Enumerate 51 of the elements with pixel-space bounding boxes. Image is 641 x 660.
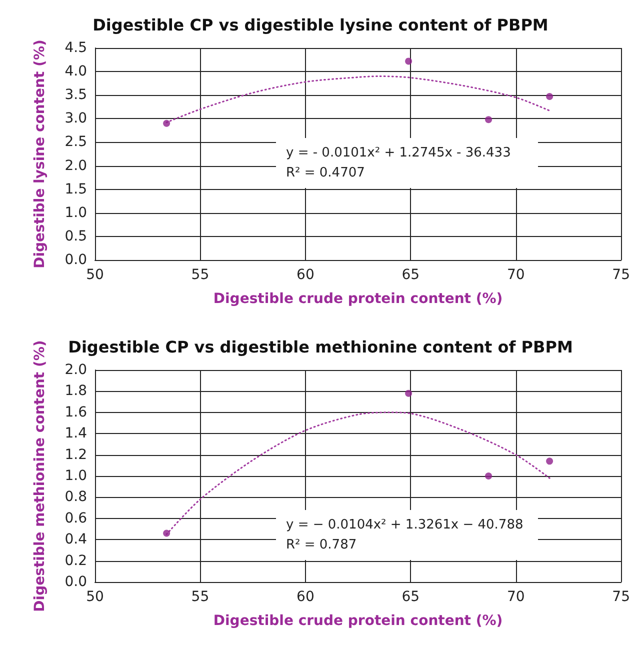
point bbox=[485, 116, 492, 124]
text: 4.0 bbox=[64, 64, 87, 80]
point bbox=[405, 390, 412, 397]
y-tick-label: 3.5 bbox=[64, 87, 87, 104]
text: 0.0 bbox=[64, 574, 87, 590]
x-tick-label: 55 bbox=[191, 267, 210, 283]
x-tick-label: 55 bbox=[191, 589, 210, 605]
x-tick-label: 50 bbox=[86, 267, 104, 283]
annotation: y = − 0.0104x² + 1.3261x − 40.788 bbox=[286, 518, 524, 532]
annotation: R² = 0.787 bbox=[286, 538, 357, 552]
x-tick-label: 50 bbox=[86, 589, 104, 605]
y-tick-label: 1.5 bbox=[64, 181, 87, 198]
x-tick-label: 70 bbox=[506, 589, 525, 605]
y-axis-title: Digestible lysine content (%) bbox=[32, 40, 48, 268]
y-tick-label: 0.2 bbox=[64, 552, 87, 569]
point bbox=[163, 120, 170, 127]
x-axis-title: Digestible crude protein content (%) bbox=[213, 613, 503, 629]
y-tick-label: 1.6 bbox=[64, 404, 88, 420]
point bbox=[546, 93, 554, 100]
y-tick-label: 2.5 bbox=[64, 134, 87, 150]
y-tick-label: 0.8 bbox=[64, 489, 87, 506]
x-tick-label: 65 bbox=[402, 589, 420, 605]
y-tick-label: 1.4 bbox=[64, 426, 88, 442]
point bbox=[546, 458, 554, 465]
y-tick-label: 0.4 bbox=[64, 532, 88, 548]
x-tick-label: 65 bbox=[402, 267, 420, 283]
x-tick-label: 70 bbox=[506, 267, 525, 283]
point bbox=[163, 530, 170, 537]
text: 0.0 bbox=[64, 252, 87, 268]
text: 1.0 bbox=[64, 204, 87, 221]
y-tick-label: 4.5 bbox=[64, 40, 87, 56]
annotation: R² = 0.4707 bbox=[286, 166, 365, 180]
x-axis-title: Digestible crude protein content (%) bbox=[213, 291, 503, 307]
y-tick-label: 1.8 bbox=[64, 383, 87, 400]
x-tick-label: 75 bbox=[612, 589, 630, 605]
text: 2.0 bbox=[64, 362, 87, 378]
chart-title: Digestible CP vs digestible methionine content of PBPM bbox=[68, 338, 573, 356]
x-tick-label: 75 bbox=[612, 267, 630, 283]
y-tick-label: 0.5 bbox=[64, 228, 87, 244]
x-tick-label: 60 bbox=[296, 267, 314, 283]
text: 3.0 bbox=[64, 110, 87, 127]
text: 2.0 bbox=[64, 158, 87, 174]
text: 1.0 bbox=[64, 468, 87, 484]
y-tick-label: 0.6 bbox=[64, 510, 88, 526]
annotation: y = - 0.0101x² + 1.2745x - 36.433 bbox=[286, 146, 511, 160]
y-axis-title: Digestible methionine content (%) bbox=[32, 340, 48, 612]
point bbox=[405, 58, 412, 65]
chart-title: Digestible CP vs digestible lysine content of PBPM bbox=[92, 16, 548, 34]
x-tick-label: 60 bbox=[296, 589, 314, 605]
y-tick-label: 1.2 bbox=[64, 446, 87, 463]
point bbox=[485, 472, 492, 480]
